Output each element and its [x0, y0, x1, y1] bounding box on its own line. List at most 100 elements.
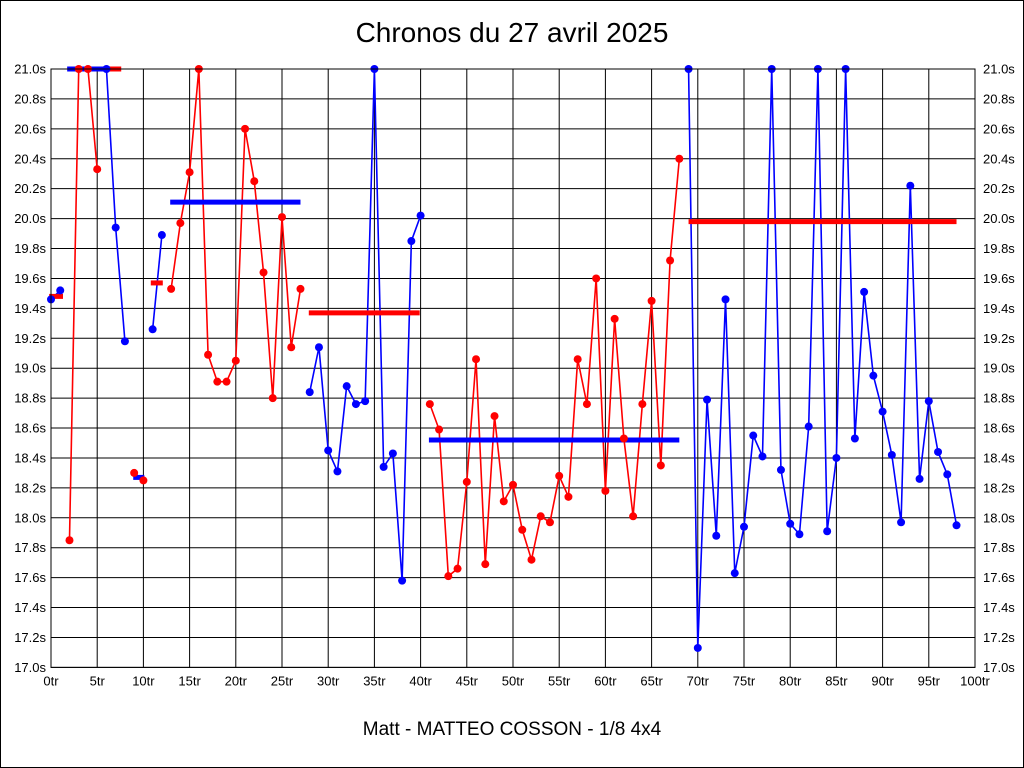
lap-data-point [120, 337, 129, 346]
lap-data-point [148, 325, 157, 334]
lap-data-point [573, 355, 582, 364]
lap-data-point [342, 382, 351, 391]
lap-data-point [850, 434, 859, 443]
y-axis-tick-label-right: 20.0s [983, 211, 1015, 226]
lap-data-point [869, 371, 878, 380]
lap-series-polyline-stint-8 [429, 158, 681, 578]
x-axis-tick-label: 100tr [960, 673, 990, 688]
y-axis-tick-label-left: 17.4s [14, 600, 46, 615]
x-axis-tick-label: 10tr [132, 673, 155, 688]
lap-data-point [860, 287, 869, 296]
lap-data-point [906, 181, 915, 190]
y-axis-tick-label-right: 20.4s [983, 151, 1015, 166]
lap-data-point [666, 256, 675, 265]
lap-data-point [943, 470, 952, 479]
lap-series-polyline-stint-7 [308, 68, 422, 581]
lap-data-point [509, 480, 517, 489]
lap-data-point [351, 400, 360, 409]
y-axis-tick-label-right: 20.8s [983, 91, 1015, 106]
lap-data-point [832, 453, 841, 462]
lap-data-point [490, 412, 499, 421]
lap-data-point [176, 219, 185, 228]
y-axis-tick-label-left: 20.6s [14, 121, 46, 136]
y-axis-tick-label-left: 20.0s [14, 211, 46, 226]
y-axis-tick-label-right: 20.2s [983, 181, 1015, 196]
lap-data-point [527, 555, 536, 564]
lap-data-point [499, 497, 508, 506]
lap-data-point [287, 343, 296, 352]
x-axis-tick-label: 30tr [317, 673, 340, 688]
y-axis-tick-label-left: 20.8s [14, 91, 46, 106]
lap-data-point [259, 268, 268, 277]
y-axis-tick-label-right: 19.4s [983, 301, 1015, 316]
lap-data-point [435, 425, 444, 434]
lap-data-point [222, 377, 231, 386]
lap-series-polyline-stint-3 [105, 68, 126, 342]
y-axis-tick-label-left: 18.2s [14, 480, 46, 495]
lap-data-point [601, 486, 610, 495]
lap-data-point [887, 450, 896, 459]
y-axis-tick-label-left: 20.2s [14, 181, 46, 196]
lap-data-point [749, 431, 758, 440]
lap-data-point [388, 449, 397, 458]
x-axis-tick-label: 60tr [594, 673, 617, 688]
x-axis-tick-label: 40tr [409, 673, 432, 688]
lap-data-point [231, 356, 240, 365]
lap-data-point [823, 527, 832, 536]
lap-data-point [462, 477, 471, 486]
lap-data-point [564, 492, 573, 501]
lap-data-point [139, 476, 148, 485]
y-axis-tick-label-left: 18.8s [14, 391, 46, 406]
lap-data-point [314, 343, 323, 352]
y-axis-tick-label-left: 19.2s [14, 331, 46, 346]
lap-data-point [897, 518, 906, 527]
lap-data-point [656, 461, 665, 470]
lap-data-point [638, 400, 647, 409]
plot-border [50, 68, 976, 668]
lap-data-point [878, 407, 887, 416]
lap-data-point [407, 237, 416, 246]
lap-data-point [619, 434, 628, 443]
lap-data-point [481, 560, 490, 569]
lap-data-point [361, 397, 370, 406]
x-axis-tick-label: 15tr [178, 673, 201, 688]
x-axis-tick-label: 0tr [43, 673, 59, 688]
x-axis-tick-label: 65tr [640, 673, 663, 688]
x-axis-tick-label: 50tr [502, 673, 525, 688]
lap-data-point [185, 168, 194, 177]
y-axis-tick-label-right: 17.8s [983, 540, 1015, 555]
lap-data-point [204, 350, 213, 359]
lap-data-point [629, 512, 638, 521]
lap-data-point [333, 467, 342, 476]
y-axis-tick-label-right: 18.4s [983, 450, 1015, 465]
lap-data-point [278, 213, 286, 222]
lap-data-point [130, 468, 139, 477]
y-axis-tick-label-right: 17.0s [983, 660, 1015, 675]
lap-data-point [65, 536, 74, 545]
x-axis-tick-label: 55tr [548, 673, 571, 688]
lap-data-point [730, 569, 739, 578]
y-axis-tick-label-left: 19.0s [14, 361, 46, 376]
lap-data-point [241, 124, 250, 133]
chart-title: Chronos du 27 avril 2025 [355, 17, 669, 48]
chart-subtitle: Matt - MATTEO COSSON - 1/8 4x4 [362, 719, 662, 740]
y-axis-tick-label-right: 19.0s [983, 361, 1015, 376]
lap-data-point [416, 211, 425, 220]
lap-data-point [111, 223, 120, 232]
lap-data-point [379, 462, 388, 471]
x-axis-tick-label: 20tr [225, 673, 248, 688]
y-axis-tick-label-right: 18.0s [983, 510, 1015, 525]
y-axis-tick-label-right: 17.4s [983, 600, 1015, 615]
x-axis-tick-label: 85tr [825, 673, 848, 688]
x-axis-tick-label: 70tr [687, 673, 710, 688]
y-axis-tick-label-right: 20.6s [983, 121, 1015, 136]
lap-data-point [721, 295, 730, 304]
lap-data-point [555, 471, 564, 480]
lap-data-point [93, 165, 102, 174]
y-axis-tick-label-right: 18.8s [983, 391, 1015, 406]
lap-data-point [712, 531, 721, 540]
lap-data-point [582, 400, 591, 409]
y-axis-tick-label-right: 17.2s [983, 630, 1015, 645]
x-axis-tick-label: 90tr [871, 673, 894, 688]
